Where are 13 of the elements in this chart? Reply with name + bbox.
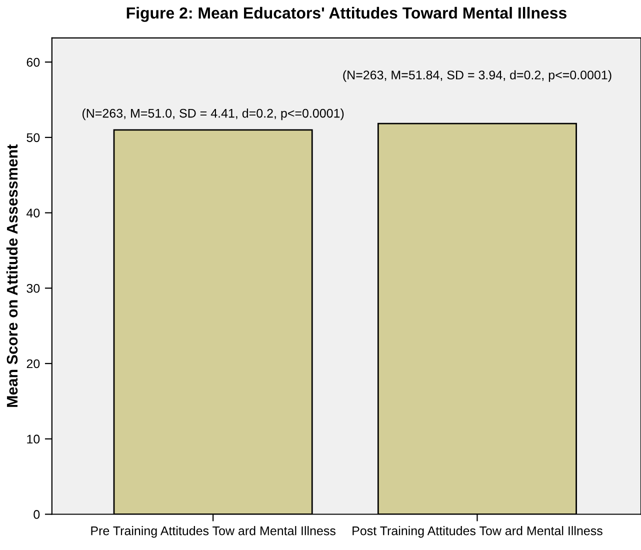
y-axis-title: Mean Score on Attitude Assessment	[6, 144, 18, 407]
y-tick-label: 20	[26, 359, 40, 368]
y-tick-label: 50	[26, 133, 40, 142]
y-tick-label: 0	[34, 510, 40, 519]
y-tick-label: 60	[26, 58, 40, 67]
y-tick-label: 10	[27, 434, 40, 444]
annotation: (N=263, M=51.84, SD = 3.94, d=0.2, p<=0.0001)	[343, 70, 612, 82]
y-tick-label: 40	[26, 208, 40, 218]
chart-title: Figure 2: Mean Educators' Attitudes Toward Mental Illness	[126, 6, 566, 22]
x-tick-label: Pre Training Attitudes Tow ard Mental Illness	[91, 526, 336, 538]
x-tick-label: Post Training Attitudes Tow ard Mental Illness	[352, 526, 602, 538]
y-tick-label: 30	[26, 284, 40, 293]
annotation: (N=263, M=51.0, SD = 4.41, d=0.2, p<=0.0001)	[82, 108, 344, 120]
